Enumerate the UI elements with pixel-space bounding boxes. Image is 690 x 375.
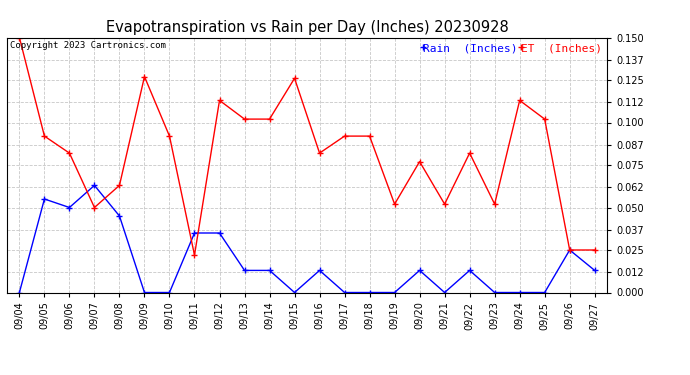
ET  (Inches) bbox=[40, 134, 48, 138]
Rain  (Inches) bbox=[366, 290, 374, 295]
Rain  (Inches) bbox=[466, 268, 474, 273]
Rain  (Inches) bbox=[215, 231, 224, 235]
ET  (Inches) bbox=[591, 248, 599, 252]
ET  (Inches) bbox=[366, 134, 374, 138]
Rain  (Inches) bbox=[266, 268, 274, 273]
Rain  (Inches) bbox=[315, 268, 324, 273]
ET  (Inches) bbox=[166, 134, 174, 138]
ET  (Inches) bbox=[415, 159, 424, 164]
ET  (Inches) bbox=[540, 117, 549, 122]
ET  (Inches) bbox=[15, 35, 23, 40]
ET  (Inches) bbox=[215, 98, 224, 103]
Rain  (Inches) bbox=[391, 290, 399, 295]
Rain  (Inches) bbox=[40, 197, 48, 201]
ET  (Inches) bbox=[115, 183, 124, 188]
Rain  (Inches) bbox=[591, 268, 599, 273]
ET  (Inches) bbox=[266, 117, 274, 122]
ET  (Inches) bbox=[566, 248, 574, 252]
ET  (Inches) bbox=[140, 74, 148, 79]
Title: Evapotranspiration vs Rain per Day (Inches) 20230928: Evapotranspiration vs Rain per Day (Inch… bbox=[106, 20, 509, 35]
ET  (Inches) bbox=[290, 76, 299, 81]
Text: Copyright 2023 Cartronics.com: Copyright 2023 Cartronics.com bbox=[10, 41, 166, 50]
Rain  (Inches) bbox=[140, 290, 148, 295]
Rain  (Inches) bbox=[190, 231, 199, 235]
ET  (Inches) bbox=[240, 117, 248, 122]
Rain  (Inches) bbox=[340, 290, 348, 295]
Rain  (Inches) bbox=[290, 290, 299, 295]
ET  (Inches) bbox=[66, 151, 74, 155]
Legend: Rain  (Inches), ET  (Inches): Rain (Inches), ET (Inches) bbox=[423, 43, 602, 53]
Line: ET  (Inches): ET (Inches) bbox=[16, 34, 598, 259]
ET  (Inches) bbox=[515, 98, 524, 103]
Rain  (Inches) bbox=[66, 205, 74, 210]
Rain  (Inches) bbox=[115, 214, 124, 218]
Rain  (Inches) bbox=[440, 290, 449, 295]
ET  (Inches) bbox=[90, 205, 99, 210]
Rain  (Inches) bbox=[15, 290, 23, 295]
ET  (Inches) bbox=[466, 151, 474, 155]
Rain  (Inches) bbox=[491, 290, 499, 295]
ET  (Inches) bbox=[391, 202, 399, 206]
Rain  (Inches) bbox=[566, 248, 574, 252]
Rain  (Inches) bbox=[415, 268, 424, 273]
ET  (Inches) bbox=[491, 202, 499, 206]
Rain  (Inches) bbox=[515, 290, 524, 295]
Rain  (Inches) bbox=[540, 290, 549, 295]
ET  (Inches) bbox=[315, 151, 324, 155]
Rain  (Inches) bbox=[166, 290, 174, 295]
Rain  (Inches) bbox=[240, 268, 248, 273]
ET  (Inches) bbox=[440, 202, 449, 206]
ET  (Inches) bbox=[340, 134, 348, 138]
Rain  (Inches) bbox=[90, 183, 99, 188]
Line: Rain  (Inches): Rain (Inches) bbox=[16, 182, 598, 296]
ET  (Inches) bbox=[190, 253, 199, 257]
